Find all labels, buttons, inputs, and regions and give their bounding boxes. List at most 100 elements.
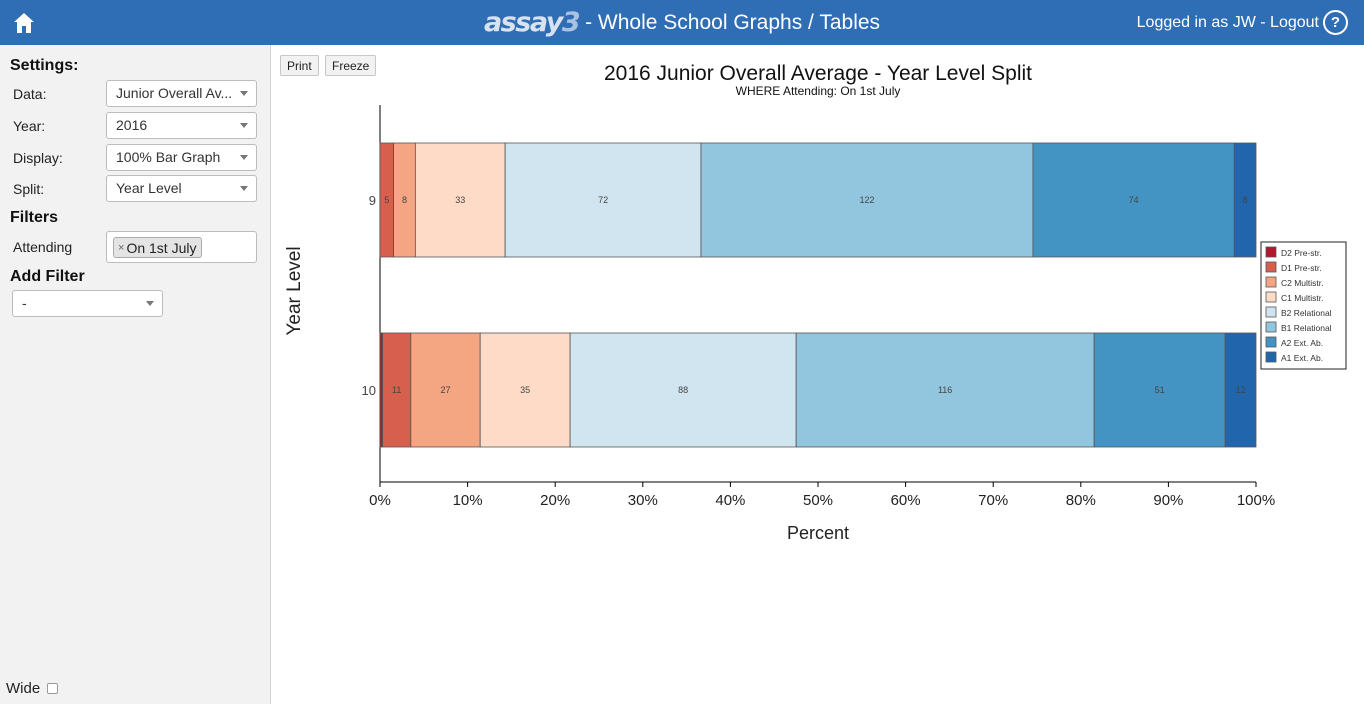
bar-label-10-2: 27: [440, 385, 450, 395]
year-select-value: 2016: [116, 117, 148, 133]
split-select[interactable]: Year Level: [106, 175, 257, 202]
year-label: Year:: [13, 118, 46, 134]
bar-segment-10-1: [382, 332, 412, 448]
x-tick-label: 40%: [715, 492, 745, 509]
legend-box: [1260, 241, 1347, 370]
bar-label-10-5: 116: [938, 385, 952, 395]
legend-swatch: [1265, 276, 1277, 288]
bar-label-10-1: 11: [392, 385, 401, 395]
x-tick-label: 80%: [1066, 492, 1096, 509]
display-select-value: 100% Bar Graph: [116, 149, 221, 165]
question-circle-icon[interactable]: ?: [1323, 10, 1348, 35]
bar-segment-10-4: [569, 332, 797, 448]
legend-swatch: [1265, 336, 1277, 348]
attending-filter-input[interactable]: × On 1st July: [106, 231, 257, 263]
attending-tag-label: On 1st July: [126, 239, 197, 256]
chevron-down-icon: [240, 123, 248, 128]
year-select[interactable]: 2016: [106, 112, 257, 139]
chevron-down-icon: [240, 186, 248, 191]
chart-title: 2016 Junior Overall Average - Year Level…: [604, 62, 1032, 85]
chart-subtitle: WHERE Attending: On 1st July: [736, 84, 901, 98]
legend-swatch: [1265, 246, 1277, 258]
legend-entry: B1 Relational: [1281, 323, 1332, 333]
x-tick-label: 30%: [628, 492, 658, 509]
bar-segment-9-6: [1032, 142, 1235, 258]
bar-segment-10-2: [410, 332, 481, 448]
data-select[interactable]: Junior Overall Av...: [106, 80, 257, 107]
legend-entry: A1 Ext. Ab.: [1281, 353, 1323, 363]
wide-toggle: Wide: [6, 680, 59, 697]
legend-entry: B2 Relational: [1281, 308, 1332, 318]
attending-filter-tag: × On 1st July: [113, 237, 203, 258]
page-title: - Whole School Graphs / Tables: [585, 10, 881, 34]
legend-entry: D2 Pre-str.: [1281, 248, 1322, 258]
bar-label-10-7: 12: [1236, 385, 1246, 395]
x-tick-label: 100%: [1237, 492, 1275, 509]
app-logo: assay3: [483, 7, 581, 38]
bar-segment-9-4: [504, 142, 702, 258]
data-select-value: Junior Overall Av...: [116, 85, 233, 101]
add-filter-value: -: [22, 295, 27, 311]
legend-entry: C1 Multistr.: [1281, 293, 1324, 303]
legend-swatch: [1265, 351, 1277, 363]
x-tick-label: 20%: [540, 492, 570, 509]
display-select[interactable]: 100% Bar Graph: [106, 144, 257, 171]
bar-label-9-2: 8: [402, 195, 407, 205]
bar-label-9-1: 5: [384, 195, 389, 205]
x-tick-label: 60%: [891, 492, 921, 509]
legend-entry: A2 Ext. Ab.: [1281, 338, 1323, 348]
bar-label-9-7: 8: [1243, 195, 1248, 205]
home-icon: [14, 13, 34, 33]
bar-segment-9-7: [1233, 142, 1257, 258]
login-area: Logged in as JW - Logout ?: [1137, 0, 1348, 45]
x-tick-label: 50%: [803, 492, 833, 509]
y-tick-label: 9: [369, 193, 376, 208]
legend-swatch: [1265, 306, 1277, 318]
home-button[interactable]: [10, 9, 38, 37]
bar-label-10-3: 35: [520, 385, 530, 395]
wide-label: Wide: [6, 680, 41, 697]
top-bar: assay3 - Whole School Graphs / Tables Lo…: [0, 0, 1364, 45]
x-tick-label: 90%: [1153, 492, 1183, 509]
bar-segment-9-5: [700, 142, 1034, 258]
x-tick-label: 10%: [453, 492, 483, 509]
chevron-down-icon: [240, 155, 248, 160]
bar-label-10-6: 51: [1155, 385, 1165, 395]
bar-segment-10-7: [1224, 332, 1257, 448]
settings-heading: Settings:: [10, 57, 79, 74]
bar-segment-10-5: [795, 332, 1095, 448]
bar-label-9-3: 33: [455, 195, 465, 205]
bar-segment-10-6: [1093, 332, 1226, 448]
x-axis-label: Percent: [787, 523, 849, 543]
legend-entry: D1 Pre-str.: [1281, 263, 1322, 273]
x-tick-label: 0%: [369, 492, 391, 509]
settings-sidebar: Settings: Data: Junior Overall Av... Yea…: [0, 45, 271, 704]
legend-entry: C2 Multistr.: [1281, 278, 1324, 288]
legend-swatch: [1265, 321, 1277, 333]
bar-label-10-4: 88: [678, 385, 688, 395]
bar-label-9-4: 72: [598, 195, 608, 205]
freeze-button[interactable]: Freeze: [325, 55, 377, 76]
filters-heading: Filters: [10, 209, 59, 226]
bar-label-9-5: 122: [859, 195, 874, 205]
legend-swatch: [1265, 261, 1277, 273]
split-label: Split:: [13, 181, 45, 197]
print-button[interactable]: Print: [280, 55, 319, 76]
remove-tag-icon[interactable]: ×: [118, 241, 125, 254]
y-tick-label: 10: [362, 383, 376, 398]
data-label: Data:: [13, 86, 47, 102]
y-axis-label: Year Level: [284, 246, 305, 335]
legend-swatch: [1265, 291, 1277, 303]
bar-segment-10-3: [479, 332, 571, 448]
bar-label-9-6: 74: [1129, 195, 1139, 205]
split-select-value: Year Level: [116, 180, 182, 196]
x-tick-label: 70%: [978, 492, 1008, 509]
add-filter-heading: Add Filter: [10, 268, 85, 285]
logout-link[interactable]: Logged in as JW - Logout: [1136, 13, 1319, 31]
chevron-down-icon: [146, 301, 154, 306]
add-filter-select[interactable]: -: [12, 290, 163, 317]
display-label: Display:: [13, 150, 63, 166]
attending-label: Attending: [13, 239, 73, 255]
wide-checkbox[interactable]: [47, 683, 59, 694]
bar-segment-9-3: [414, 142, 506, 258]
